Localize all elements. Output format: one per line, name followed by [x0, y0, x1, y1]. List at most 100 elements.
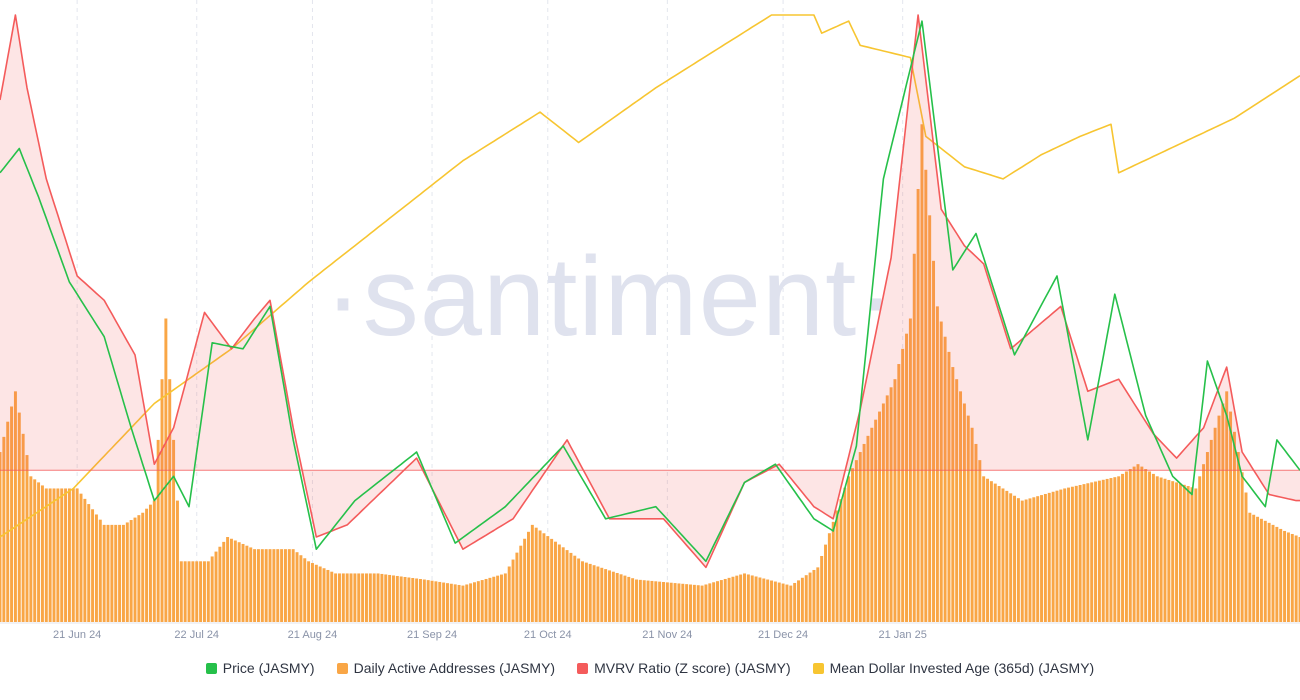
bar-daily-active-addresses — [1202, 464, 1206, 622]
bar-daily-active-addresses — [129, 520, 133, 622]
bar-daily-active-addresses — [60, 488, 64, 622]
bar-daily-active-addresses — [1256, 516, 1260, 622]
bar-daily-active-addresses — [287, 549, 291, 622]
bar-daily-active-addresses — [1063, 488, 1067, 622]
x-tick-label: 21 Sep 24 — [407, 629, 457, 641]
bar-daily-active-addresses — [399, 576, 403, 622]
bar-daily-active-addresses — [1213, 427, 1217, 622]
bar-daily-active-addresses — [1024, 499, 1028, 622]
bar-daily-active-addresses — [1205, 452, 1209, 622]
bar-daily-active-addresses — [515, 552, 519, 622]
bar-daily-active-addresses — [449, 583, 453, 622]
bar-daily-active-addresses — [808, 572, 812, 622]
bar-daily-active-addresses — [353, 573, 357, 622]
bar-daily-active-addresses — [573, 555, 577, 622]
bar-daily-active-addresses — [700, 585, 704, 622]
bar-daily-active-addresses — [33, 479, 37, 622]
bar-daily-active-addresses — [712, 582, 716, 622]
bar-daily-active-addresses — [1113, 477, 1117, 622]
bar-daily-active-addresses — [1298, 537, 1300, 622]
bar-daily-active-addresses — [1240, 472, 1244, 622]
bar-daily-active-addresses — [318, 566, 322, 622]
bar-daily-active-addresses — [800, 577, 804, 622]
bar-daily-active-addresses — [534, 527, 538, 622]
bar-daily-active-addresses — [1186, 486, 1190, 622]
legend-item[interactable]: MVRV Ratio (Z score) (JASMY) — [577, 660, 791, 676]
bar-daily-active-addresses — [241, 543, 245, 622]
bar-daily-active-addresses — [1259, 518, 1263, 622]
bar-daily-active-addresses — [816, 567, 820, 622]
bar-daily-active-addresses — [469, 583, 473, 622]
bar-daily-active-addresses — [1059, 489, 1063, 622]
bar-daily-active-addresses — [893, 379, 897, 622]
bar-daily-active-addresses — [993, 483, 997, 622]
bar-daily-active-addresses — [1225, 391, 1229, 622]
bar-daily-active-addresses — [283, 549, 287, 622]
bar-daily-active-addresses — [1155, 476, 1159, 622]
bar-daily-active-addresses — [1148, 471, 1152, 622]
bar-daily-active-addresses — [214, 551, 218, 622]
bar-daily-active-addresses — [1013, 495, 1017, 622]
bar-daily-active-addresses — [345, 573, 349, 622]
bar-daily-active-addresses — [175, 500, 179, 622]
bar-daily-active-addresses — [928, 215, 932, 622]
bar-daily-active-addresses — [704, 584, 708, 622]
bar-daily-active-addresses — [581, 561, 584, 622]
bar-daily-active-addresses — [145, 508, 149, 622]
bar-daily-active-addresses — [611, 571, 615, 622]
bar-daily-active-addresses — [1020, 500, 1024, 622]
bar-daily-active-addresses — [461, 585, 465, 622]
bar-daily-active-addresses — [897, 364, 901, 622]
bar-daily-active-addresses — [264, 549, 268, 622]
bar-daily-active-addresses — [924, 169, 928, 622]
bar-daily-active-addresses — [716, 581, 719, 622]
bar-daily-active-addresses — [546, 536, 550, 622]
bar-daily-active-addresses — [635, 579, 638, 622]
bar-daily-active-addresses — [1090, 482, 1094, 622]
bar-daily-active-addresses — [669, 582, 673, 622]
bar-daily-active-addresses — [1290, 533, 1294, 622]
bar-daily-active-addresses — [750, 575, 754, 622]
bar-daily-active-addresses — [492, 576, 496, 622]
bar-daily-active-addresses — [843, 487, 847, 622]
bar-daily-active-addresses — [206, 561, 210, 622]
bar-daily-active-addresses — [743, 573, 746, 622]
bar-daily-active-addresses — [1128, 469, 1132, 622]
bar-daily-active-addresses — [476, 581, 480, 622]
legend-item[interactable]: Mean Dollar Invested Age (365d) (JASMY) — [812, 660, 1094, 676]
bar-daily-active-addresses — [557, 544, 561, 622]
bar-daily-active-addresses — [295, 552, 299, 622]
bar-daily-active-addresses — [554, 541, 557, 622]
bar-daily-active-addresses — [955, 379, 959, 622]
bar-daily-active-addresses — [839, 499, 843, 622]
bar-daily-active-addresses — [110, 524, 114, 622]
bar-daily-active-addresses — [665, 582, 669, 622]
bar-daily-active-addresses — [947, 351, 951, 622]
bar-daily-active-addresses — [827, 533, 831, 622]
bar-daily-active-addresses — [52, 488, 56, 622]
bar-daily-active-addresses — [1070, 486, 1074, 622]
bar-daily-active-addresses — [64, 488, 68, 622]
legend-item[interactable]: Daily Active Addresses (JASMY) — [336, 660, 555, 676]
bar-daily-active-addresses — [445, 583, 449, 622]
bar-daily-active-addresses — [781, 583, 785, 622]
bar-daily-active-addresses — [789, 585, 793, 622]
bar-daily-active-addresses — [1036, 496, 1040, 622]
bar-daily-active-addresses — [1175, 482, 1179, 622]
bar-daily-active-addresses — [179, 561, 183, 622]
bar-daily-active-addresses — [79, 493, 83, 622]
bar-daily-active-addresses — [210, 556, 214, 622]
bar-daily-active-addresses — [1151, 473, 1155, 622]
bar-daily-active-addresses — [866, 435, 870, 622]
bar-daily-active-addresses — [249, 547, 253, 622]
bar-daily-active-addresses — [569, 552, 573, 622]
bar-daily-active-addresses — [418, 579, 422, 622]
bar-daily-active-addresses — [619, 574, 623, 622]
bar-daily-active-addresses — [719, 580, 723, 622]
legend-item[interactable]: Price (JASMY) — [205, 660, 315, 676]
bar-daily-active-addresses — [245, 545, 249, 622]
mvrv-line — [0, 14, 1300, 569]
bar-daily-active-addresses — [561, 547, 565, 622]
bar-daily-active-addresses — [881, 403, 885, 622]
bar-daily-active-addresses — [496, 575, 500, 622]
